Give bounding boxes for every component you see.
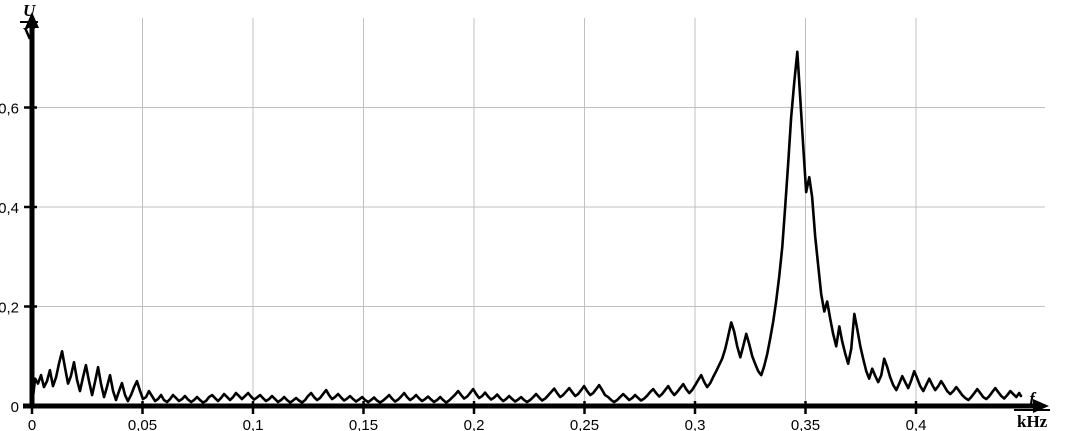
axis-ticks <box>24 106 918 414</box>
axis-tick-labels: 0 0,2 0,4 0,6 0 0,05 0,1 0,15 0,2 0,25 0,3 0,35 0,4 <box>0 101 926 431</box>
axis-lines <box>23 12 1049 413</box>
y-axis-unit-label: U V <box>20 1 39 43</box>
x-axis-unit-label: f kHz <box>1014 389 1051 431</box>
x-axis-tick-label: 0,2 <box>464 417 485 431</box>
data-series <box>30 50 1023 408</box>
y-axis-fraction-bar <box>20 20 39 23</box>
x-axis-tick-label: 0,4 <box>906 417 927 431</box>
y-axis-tick-label: 0,4 <box>0 200 19 217</box>
y-axis-tick-label: 0,2 <box>0 300 19 317</box>
y-axis-tick-label: 0 <box>11 399 19 416</box>
x-axis-tick-label: 0,25 <box>570 417 599 431</box>
grid-lines <box>32 18 1045 406</box>
x-axis-fraction-bar <box>1014 408 1051 411</box>
x-axis-quantity-symbol: f <box>1029 389 1035 408</box>
x-axis-tick-label: 0,35 <box>791 417 820 431</box>
x-axis-tick-label: 0,15 <box>349 417 378 431</box>
y-axis-quantity-symbol: U <box>23 1 36 20</box>
y-axis-unit-symbol: V <box>23 23 36 43</box>
y-axis-arrowhead <box>25 12 39 28</box>
x-axis-unit-symbol: kHz <box>1017 411 1048 431</box>
x-axis-tick-label: 0,05 <box>128 417 157 431</box>
x-axis-tick-label: 0,3 <box>685 417 706 431</box>
x-axis-tick-label: 0,1 <box>243 417 264 431</box>
series-line <box>30 50 1023 408</box>
y-axis-tick-label: 0,6 <box>0 101 19 118</box>
x-axis-tick-label: 0 <box>28 417 36 431</box>
